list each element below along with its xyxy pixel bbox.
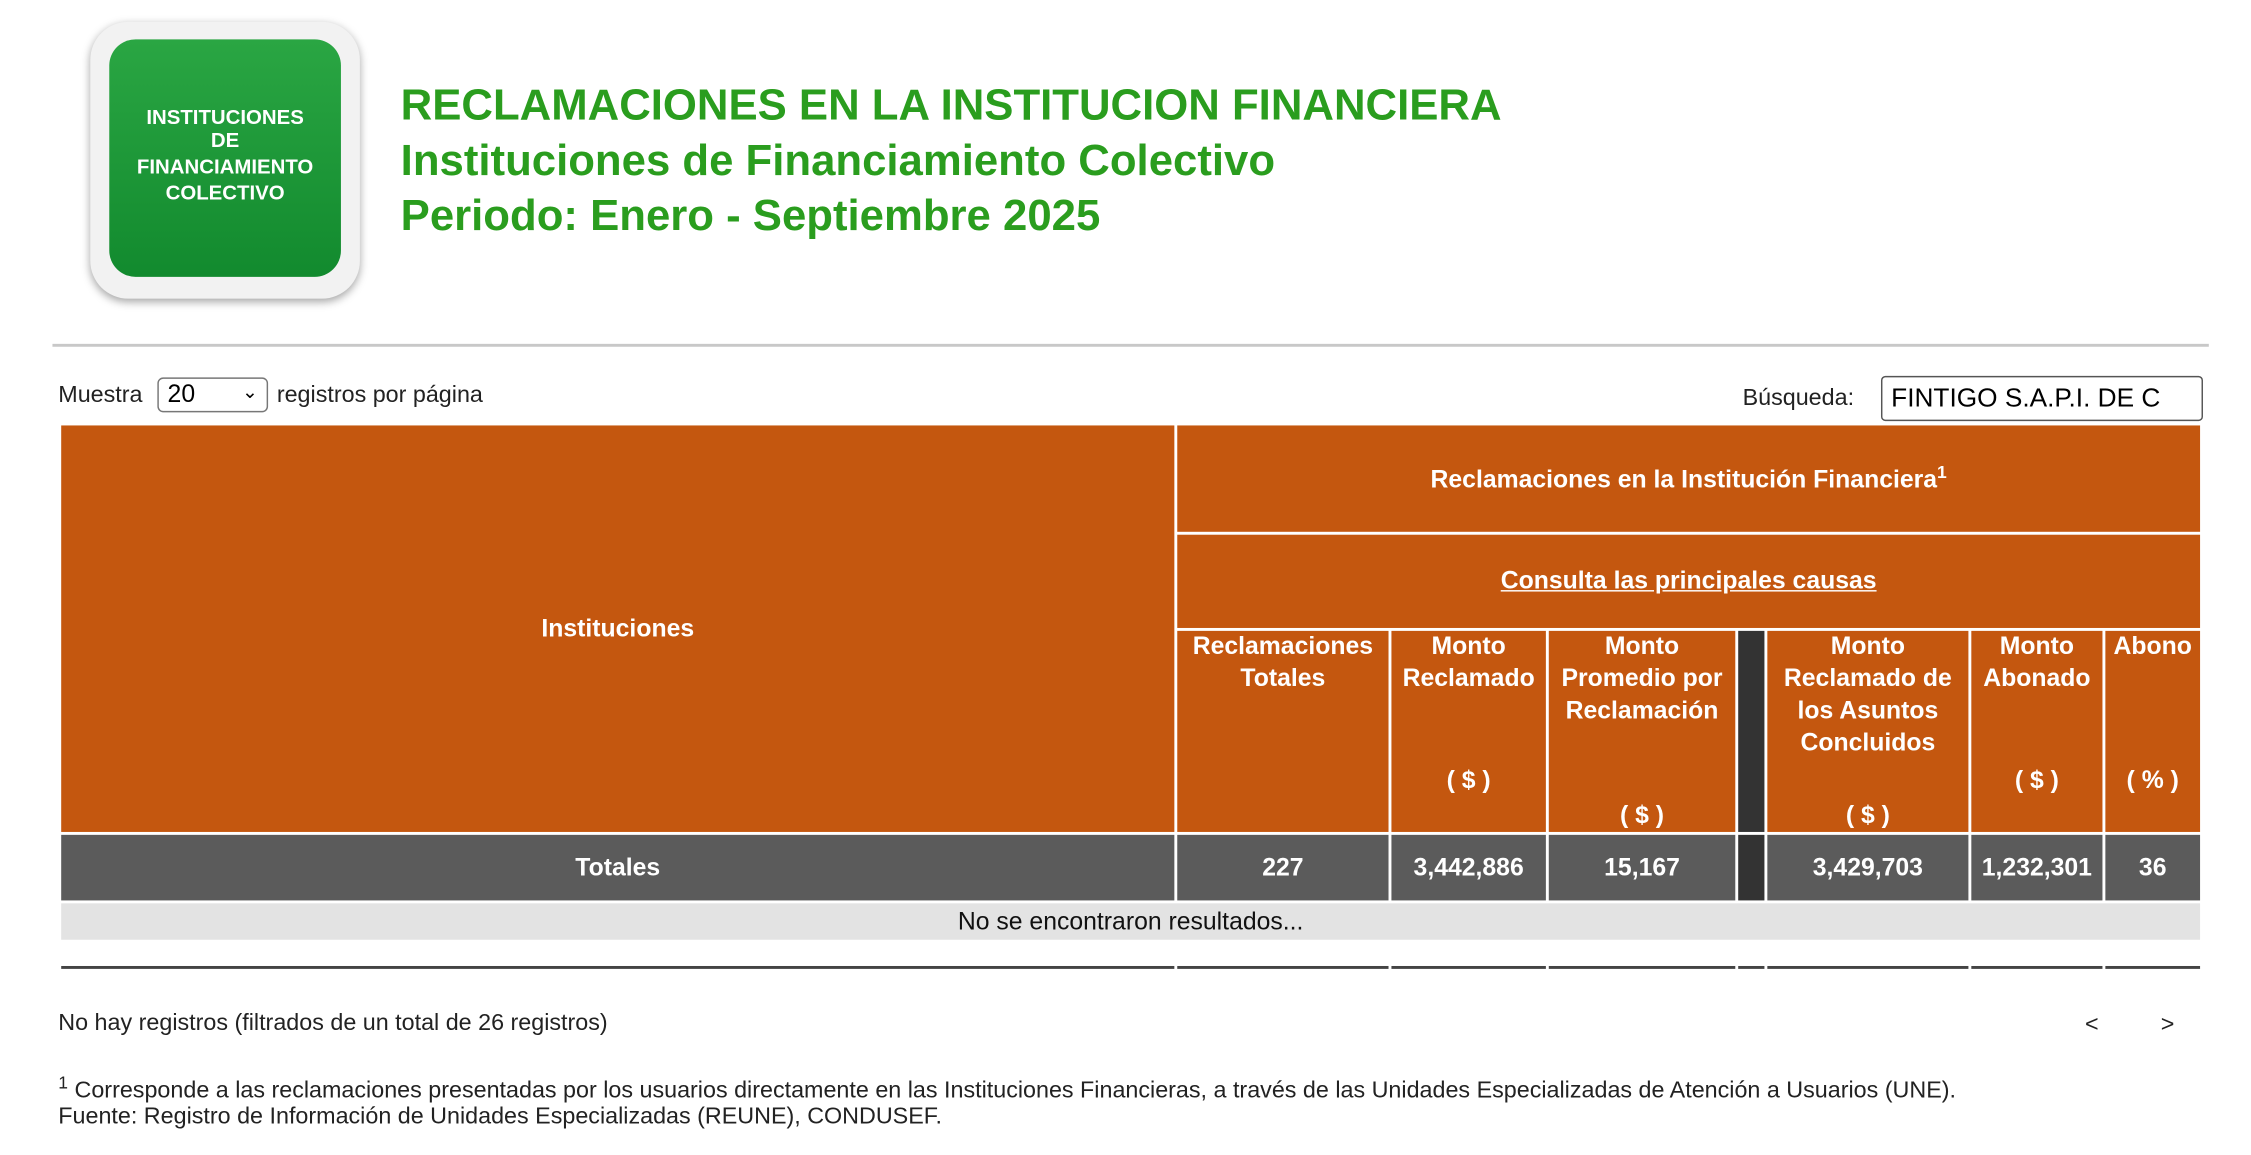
column-header: Monto Abonado ( $ )	[1971, 630, 2103, 832]
divider	[52, 343, 2209, 347]
separator-column	[1738, 630, 1765, 832]
column-header: Instituciones	[61, 425, 1175, 832]
column-unit: ( % )	[2126, 766, 2179, 795]
logo-text: COLECTIVO	[165, 180, 285, 204]
column-unit: ( $ )	[1845, 801, 1890, 830]
prev-button[interactable]: <	[2084, 1012, 2099, 1038]
footnote-text: Corresponde a las reclamaciones presenta…	[74, 1078, 1956, 1104]
subtitle: Instituciones de Financiamiento Colectiv…	[400, 136, 1276, 186]
column-name: Monto Reclamado de los Asuntos Concluido…	[1783, 632, 1952, 757]
total-value: 3,442,886	[1391, 834, 1546, 901]
source: Fuente: Registro de Información de Unida…	[58, 1104, 942, 1130]
search-value: FINTIGO S.A.P.I. DE C	[1891, 383, 2161, 413]
title: RECLAMACIONES EN LA INSTITUCION FINANCIE…	[400, 81, 1502, 130]
empty-message: No se encontraron resultados...	[61, 903, 2201, 940]
total-value: 1,232,301	[1971, 834, 2103, 901]
search-label: Búsqueda:	[1742, 386, 1855, 411]
column-unit: ( $ )	[2014, 766, 2059, 795]
total-value: 3,429,703	[1767, 834, 1969, 901]
column-name: Monto Promedio por Reclamación	[1561, 632, 1723, 725]
total-value: 227	[1177, 834, 1389, 901]
total-value: 15,167	[1548, 834, 1736, 901]
page-size-select[interactable]: 20 ⌄	[157, 377, 269, 413]
next-button[interactable]: >	[2160, 1012, 2175, 1038]
group-header-text: Reclamaciones en la Institución Financie…	[1430, 465, 1938, 494]
column-unit: ( $ )	[1620, 801, 1665, 830]
search-input[interactable]: FINTIGO S.A.P.I. DE C	[1880, 375, 2203, 422]
footnote-mark: 1	[58, 1072, 69, 1093]
column-name: Monto Abonado	[1983, 632, 2091, 693]
separator-column	[1738, 834, 1765, 901]
per-page-label: registros por página	[276, 383, 483, 408]
logo-text: FINANCIAMIENTO	[136, 154, 314, 178]
column-header: Reclamaciones Totales	[1177, 630, 1389, 832]
group-header: Reclamaciones en la Institución Financie…	[1177, 425, 2201, 532]
show-label: Muestra	[58, 383, 143, 408]
column-name: Reclamaciones Totales	[1192, 632, 1374, 693]
column-name: Monto Reclamado	[1402, 632, 1535, 693]
logo: INSTITUCIONES DE FINANCIAMIENTO COLECTIV…	[90, 21, 360, 299]
table-info: No hay registros (filtrados de un total …	[58, 1011, 608, 1036]
footnote-mark: 1	[1937, 462, 1947, 483]
total-value: 36	[2105, 834, 2201, 901]
link-cell: Consulta las principales causas	[1177, 534, 2201, 628]
column-unit: ( $ )	[1446, 766, 1491, 795]
column-header: Monto Reclamado ( $ )	[1391, 630, 1546, 832]
dropdown-arrow: ⌄	[241, 380, 258, 403]
logo-text: INSTITUCIONES	[146, 104, 304, 129]
column-name: Abono	[2113, 632, 2192, 661]
column-header: Monto Reclamado de los Asuntos Concluido…	[1767, 630, 1969, 832]
logo-badge: INSTITUCIONES DE FINANCIAMIENTO COLECTIV…	[109, 39, 341, 277]
column-header: Abono ( % )	[2105, 630, 2201, 832]
footnote: 1 Corresponde a las reclamaciones presen…	[58, 1072, 1956, 1105]
totals-label: Totales	[61, 834, 1175, 901]
logo-text: DE	[210, 128, 240, 152]
period: Periodo: Enero - Septiembre 2025	[400, 192, 1101, 241]
data-table: Instituciones Reclamaciones en la Instit…	[58, 423, 2203, 972]
column-header: Monto Promedio por Reclamación ( $ )	[1548, 630, 1736, 832]
page-size: 20	[167, 380, 196, 408]
causes-link[interactable]: Consulta las principales causas	[1500, 566, 1877, 595]
